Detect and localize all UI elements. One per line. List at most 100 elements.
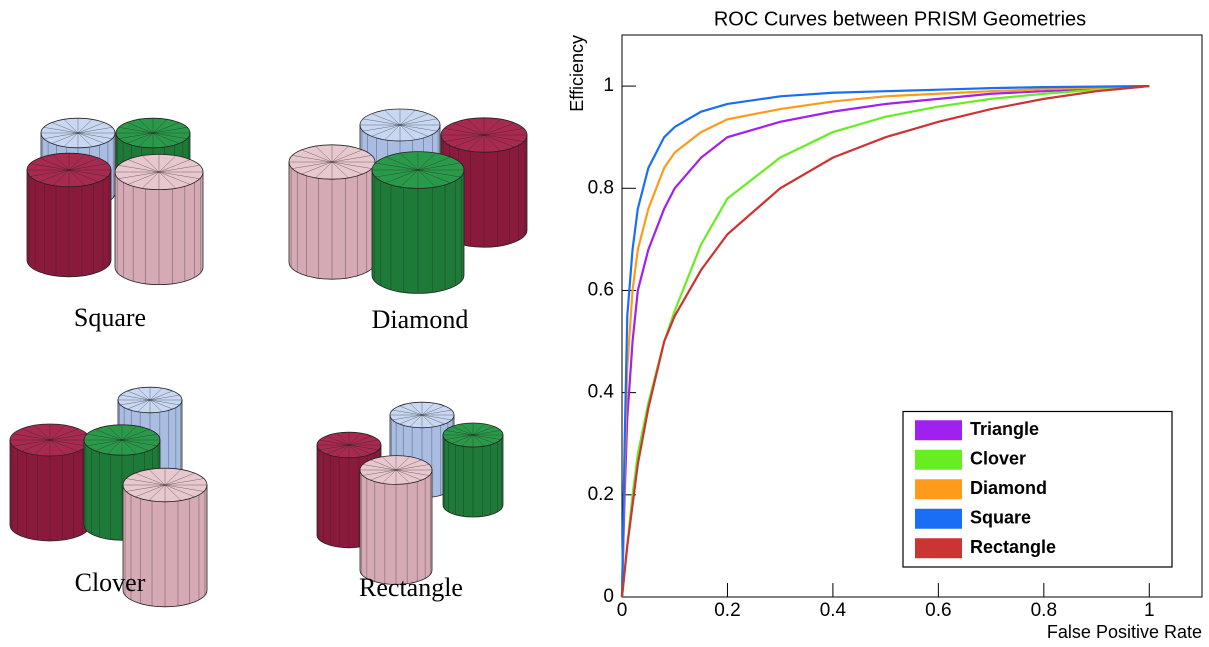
- cylinder-spoke: [158, 171, 177, 189]
- cylinder-spoke: [362, 464, 397, 471]
- cylinder-spoke: [127, 171, 160, 185]
- cylinder-spoke: [444, 134, 485, 142]
- cylinder-spoke: [149, 394, 180, 401]
- cylinder-spoke: [400, 169, 419, 188]
- cylinder-spoke: [417, 156, 451, 171]
- cylinder-spoke: [39, 169, 70, 183]
- cylinder-spoke: [164, 484, 204, 492]
- cylinder-spoke: [68, 154, 86, 171]
- cylinder: [371, 151, 465, 294]
- cylinder-spoke: [461, 423, 474, 436]
- x-axis-label: False Positive Rate: [1047, 622, 1202, 642]
- cylinder-spoke: [127, 399, 151, 410]
- cylinder-spoke: [137, 387, 151, 401]
- cylinder-spoke: [68, 157, 99, 171]
- cylinder-spoke: [292, 155, 333, 163]
- cylinder-spoke: [121, 439, 137, 455]
- cylinder-spoke: [164, 469, 182, 486]
- geometry-label: Diamond: [372, 305, 469, 334]
- y-tick-label: 0: [603, 586, 614, 607]
- cylinder-spoke: [409, 402, 423, 416]
- cylinder-spoke: [77, 119, 93, 134]
- cylinder-spoke: [348, 432, 362, 446]
- cylinder-spoke: [399, 124, 437, 132]
- cylinder-spoke: [331, 161, 372, 169]
- roc-curve: [620, 84, 1150, 598]
- cylinder-spoke: [319, 444, 350, 451]
- cylinder-spoke: [331, 155, 372, 163]
- cylinder-spoke: [39, 157, 70, 171]
- cylinder-spoke: [107, 425, 123, 441]
- cylinder-spoke: [399, 113, 429, 126]
- cylinder-spoke: [118, 165, 160, 173]
- cylinder-spoke: [158, 171, 191, 185]
- cylinder-spoke: [68, 169, 108, 177]
- cylinder-spoke: [127, 390, 151, 401]
- cylinder-spoke: [421, 405, 445, 416]
- cylinder-spoke: [467, 118, 485, 136]
- cylinder-spoke: [118, 127, 154, 134]
- cylinder-spoke: [148, 469, 166, 486]
- cylinder-spoke: [34, 439, 51, 455]
- cylinder-spoke: [121, 429, 149, 441]
- cylinder-spoke: [120, 394, 151, 401]
- roc-curve: [620, 84, 1150, 598]
- cylinder: [122, 467, 208, 608]
- cylinder-spoke: [363, 124, 401, 132]
- cylinder-spoke: [400, 152, 419, 171]
- cylinder-spoke: [49, 439, 87, 447]
- legend-label: Triangle: [970, 419, 1039, 439]
- cylinder-spoke: [77, 132, 105, 144]
- y-tick-label: 0.2: [588, 484, 614, 505]
- cylinder-spoke: [141, 171, 160, 189]
- cylinder-spoke: [331, 145, 349, 163]
- cylinder: [359, 455, 433, 585]
- cylinder-spoke: [348, 439, 379, 446]
- cylinder-spoke: [21, 439, 51, 452]
- cylinder-spoke: [43, 132, 79, 139]
- cylinder: [9, 423, 91, 542]
- y-tick-label: 0.4: [588, 382, 615, 403]
- cylinder-spoke: [152, 122, 180, 134]
- x-tick-label: 0.4: [820, 600, 847, 621]
- geometry-label: Square: [74, 303, 146, 332]
- cylinder-spoke: [158, 159, 191, 173]
- x-tick-label: 0.2: [714, 600, 740, 621]
- cylinder-spoke: [421, 409, 452, 416]
- cylinder-spoke: [77, 122, 105, 134]
- cylinder-spoke: [121, 439, 158, 447]
- cylinder-spoke: [370, 469, 397, 481]
- cylinder-spoke: [152, 132, 188, 139]
- legend: Triangle Clover Diamond Square Rectangle: [902, 410, 1173, 568]
- cylinder-spoke: [107, 439, 123, 455]
- cylinder-spoke: [395, 456, 410, 471]
- cylinder-spoke: [118, 132, 154, 139]
- cylinder-spoke: [51, 132, 79, 144]
- cylinder-spoke: [483, 118, 501, 136]
- cylinder-spoke: [371, 113, 401, 126]
- cylinder-spoke: [138, 119, 154, 134]
- legend-label: Square: [970, 508, 1031, 528]
- cylinder-spoke: [121, 439, 149, 451]
- cylinder: [442, 422, 504, 518]
- cylinder-spoke: [483, 134, 524, 142]
- cylinder-spoke: [315, 161, 333, 179]
- cylinder-spoke: [13, 433, 51, 441]
- cylinder-spoke: [472, 434, 485, 447]
- roc-curve: [620, 84, 1150, 598]
- cylinder-spoke: [483, 128, 524, 136]
- cylinder-spoke: [120, 399, 151, 406]
- cylinder-spoke: [135, 484, 166, 498]
- cylinder-spoke: [301, 161, 333, 175]
- cylinder-spoke: [483, 122, 515, 136]
- cylinder-spoke: [158, 165, 200, 173]
- cylinder-spoke: [152, 132, 168, 147]
- cylinder-spoke: [49, 439, 79, 452]
- legend-swatch: [915, 538, 962, 559]
- cylinder-spoke: [301, 149, 333, 163]
- cylinder-spoke: [421, 402, 435, 416]
- cylinder-spoke: [348, 444, 379, 451]
- cylinder-spoke: [138, 132, 154, 147]
- plot-frame: [621, 34, 1203, 598]
- cylinder-spoke: [164, 478, 204, 486]
